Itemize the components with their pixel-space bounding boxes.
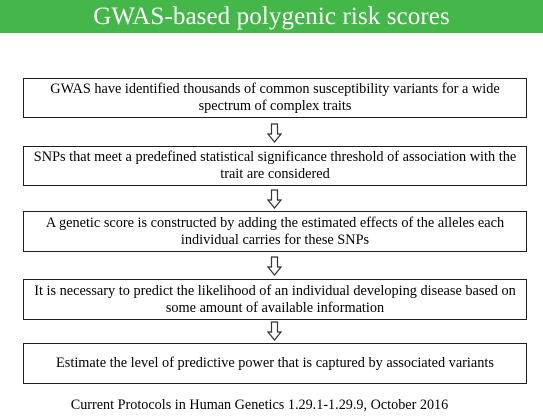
flow-step-5-text: Estimate the level of predictive power t… [56,355,494,371]
flow-step-2-text: SNPs that meet a predefined statistical … [33,149,517,182]
down-arrow-icon [267,256,282,276]
flow-step-3-text: A genetic score is constructed by adding… [45,214,505,248]
down-arrow-icon [267,189,282,209]
flow-step-5: Estimate the level of predictive power t… [23,343,527,384]
citation: Current Protocols in Human Genetics 1.29… [70,397,449,413]
flow-step-1: GWAS have identified thousands of common… [23,78,527,118]
title-bar: GWAS-based polygenic risk scores [0,0,543,33]
flow-step-4: It is necessary to predict the likelihoo… [23,279,527,320]
down-arrow-icon [267,321,282,341]
flow-step-4-text: It is necessary to predict the likelihoo… [34,282,516,316]
down-arrow-icon [267,123,282,143]
flow-step-1-text: GWAS have identified thousands of common… [50,81,500,114]
flow-step-2: SNPs that meet a predefined statistical … [23,146,527,186]
flow-step-3: A genetic score is constructed by adding… [23,211,527,252]
slide-title: GWAS-based polygenic risk scores [93,2,450,30]
